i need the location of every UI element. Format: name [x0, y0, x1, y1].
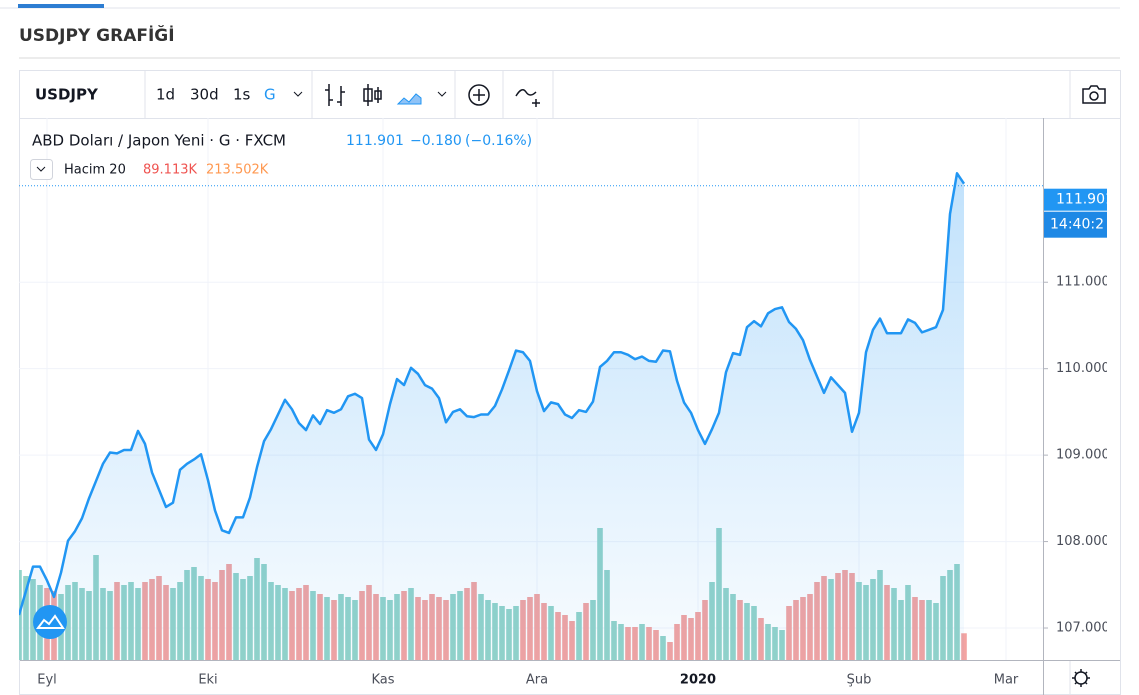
volume-ma: 213.502K	[206, 163, 269, 178]
camera-lens	[1089, 91, 1099, 101]
volume-value: 89.113K	[143, 163, 197, 178]
camera-icon[interactable]	[1082, 85, 1106, 104]
add-icon[interactable]	[468, 84, 490, 106]
interval[interactable]: 1d	[156, 86, 175, 104]
area	[19, 173, 964, 660]
page-title: USDJPY GRAFİĞİ	[19, 24, 175, 46]
x-tick-label: Ara	[526, 673, 548, 688]
add-icon-cross	[473, 89, 485, 101]
y-tick-label: 110.000	[1056, 361, 1110, 376]
y-tick-label: 111.000	[1056, 275, 1110, 290]
legend-change: −0.180	[410, 133, 462, 149]
legend-last: 111.901	[346, 133, 404, 149]
logo-mark	[36, 614, 65, 629]
candles-icon[interactable]	[363, 84, 382, 106]
dropdown-icon[interactable]	[293, 91, 303, 97]
y-tick-label: 107.000	[1056, 621, 1110, 636]
x-tick-label: Şub	[847, 673, 872, 688]
legend-name: ABD Doları / Japon Yeni · G · FXCM	[32, 132, 286, 150]
y-tick-label: 109.000	[1056, 448, 1110, 463]
bars-icon[interactable]	[325, 84, 345, 106]
y-tick-label: 108.000	[1056, 534, 1110, 549]
interval[interactable]: 1s	[233, 86, 251, 104]
legend-change-pct: (−0.16%)	[465, 133, 532, 149]
symbol[interactable]: USDJPY	[35, 86, 99, 104]
interval[interactable]: 30d	[190, 86, 219, 104]
plot	[19, 172, 967, 660]
legend-toggle[interactable]	[30, 159, 53, 180]
price-badge	[1044, 188, 1107, 211]
dropdown-icon[interactable]	[437, 91, 447, 97]
volume-name: Hacim 20	[64, 163, 126, 178]
legend-toggle-icon	[36, 166, 46, 172]
settings-teeth	[1072, 669, 1090, 687]
time-axis: Eyl Eki Kas Ara 2020 Şub Mar	[37, 673, 1019, 688]
area-icon[interactable]	[396, 93, 422, 105]
interval-active[interactable]: G	[264, 86, 276, 104]
indicator-icon[interactable]	[515, 89, 540, 107]
time-badge	[1044, 211, 1107, 238]
price-line	[19, 172, 966, 616]
x-tick-label: Mar	[994, 673, 1019, 688]
x-tick-label: Kas	[371, 673, 394, 688]
x-tick-label: 2020	[680, 673, 716, 688]
x-tick-label: Eki	[198, 673, 217, 688]
x-tick-label: Eyl	[37, 673, 57, 688]
price-axis: 107.000 108.000 109.000 110.000 111.000 111.9…	[1043, 188, 1114, 636]
time-badge-text: 14:40:2	[1050, 217, 1104, 233]
active-tab[interactable]	[18, 4, 104, 8]
price-badge-text: 111.901	[1056, 192, 1114, 208]
